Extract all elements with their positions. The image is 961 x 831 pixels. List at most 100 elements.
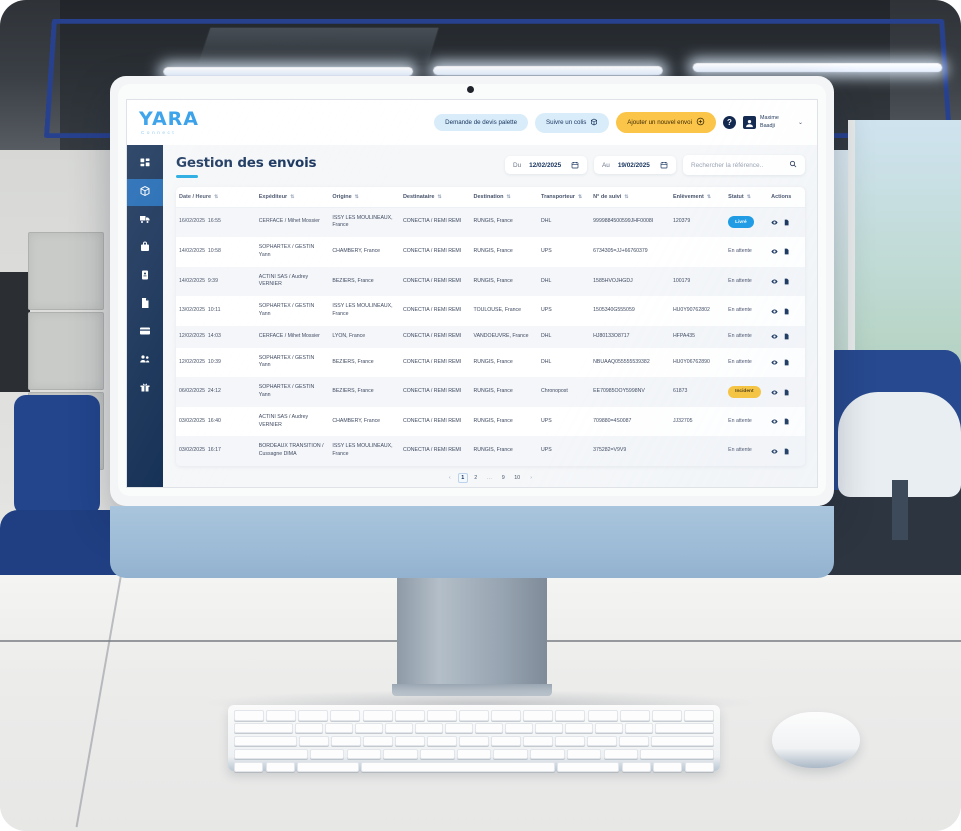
light-tube bbox=[433, 66, 663, 76]
view-icon[interactable] bbox=[771, 248, 778, 255]
pagination-page-2[interactable]: 2 bbox=[474, 475, 478, 482]
document-icon[interactable] bbox=[783, 359, 790, 366]
table-body: 16/02/2025 16:55 CERFACE / Mihet Mossier I… bbox=[176, 207, 805, 467]
pagination-prev[interactable]: ‹ bbox=[448, 475, 451, 482]
cell-date: 14/02/2025 bbox=[179, 277, 205, 284]
search-input[interactable] bbox=[691, 161, 789, 169]
top-bar-actions: Demande de devis palette Suivre un colis… bbox=[434, 112, 803, 133]
document-icon[interactable] bbox=[783, 278, 790, 285]
quote-request-button[interactable]: Demande de devis palette bbox=[434, 114, 529, 131]
sidebar-item-billing[interactable] bbox=[127, 319, 163, 346]
column-header-5[interactable]: Transporteur ⇅ bbox=[538, 186, 591, 208]
sidebar-item-transport[interactable] bbox=[127, 207, 163, 234]
sort-icon[interactable]: ⇅ bbox=[437, 193, 441, 200]
view-icon[interactable] bbox=[771, 333, 778, 340]
table-row[interactable]: 06/02/2025 24:12 SOPHARTEX / GESTIN Yann B… bbox=[176, 377, 805, 407]
cell-time: 16:17 bbox=[207, 447, 221, 454]
date-to-filter[interactable]: Au 19/02/2025 bbox=[594, 156, 676, 174]
help-button[interactable]: ? bbox=[722, 116, 736, 129]
sidebar-item-shipments[interactable] bbox=[127, 179, 163, 206]
table-row[interactable]: 12/02/2025 10:39 SOPHARTEX / GESTIN Yann B… bbox=[176, 347, 805, 378]
column-header-3[interactable]: Destinataire ⇅ bbox=[399, 186, 471, 208]
mouse[interactable] bbox=[772, 712, 860, 768]
column-header-0[interactable]: Date / Heure ⇅ bbox=[176, 186, 256, 208]
cell-destination: RUNGIS, France bbox=[473, 417, 513, 424]
sidebar-item-contacts[interactable] bbox=[127, 263, 163, 290]
cell-actions bbox=[768, 377, 805, 407]
cell-date-time: 03/02/2025 16:40 bbox=[176, 407, 256, 437]
column-header-7[interactable]: Enlèvement ⇅ bbox=[669, 186, 726, 208]
track-parcel-button[interactable]: Suivre un colis bbox=[535, 112, 610, 133]
pagination-page-1[interactable]: 1 bbox=[457, 473, 468, 484]
table-row[interactable]: 03/02/2025 16:17 BORDEAUX TRANSITION / Cu… bbox=[176, 436, 805, 467]
add-shipment-button[interactable]: Ajouter un nouvel envoi bbox=[616, 112, 716, 133]
view-icon[interactable] bbox=[771, 448, 778, 455]
status-text: En attente bbox=[728, 332, 752, 339]
table-row[interactable]: 14/02/2025 10:58 SOPHARTEX / GESTIN Yann C… bbox=[176, 237, 805, 267]
document-icon[interactable] bbox=[783, 389, 790, 396]
sidebar-item-documents[interactable] bbox=[127, 291, 163, 318]
column-header-4[interactable]: Destination ⇅ bbox=[470, 186, 539, 208]
sort-icon[interactable]: ⇅ bbox=[577, 193, 582, 200]
sort-icon[interactable]: ⇅ bbox=[706, 193, 711, 200]
sort-icon[interactable]: ⇅ bbox=[354, 193, 359, 200]
view-icon[interactable] bbox=[771, 389, 778, 396]
cell-origin: BEZIERS, France bbox=[332, 388, 374, 395]
sort-icon[interactable]: ⇅ bbox=[506, 193, 510, 200]
brand-logo[interactable]: YARA Connect bbox=[139, 109, 199, 136]
cell-time: 10:11 bbox=[207, 307, 221, 314]
cell-pickup bbox=[670, 237, 725, 267]
sidebar-item-users[interactable] bbox=[127, 347, 163, 374]
view-icon[interactable] bbox=[771, 418, 778, 425]
document-icon[interactable] bbox=[783, 308, 790, 315]
sort-icon[interactable]: ⇅ bbox=[290, 193, 294, 200]
sort-icon[interactable]: ⇅ bbox=[624, 193, 628, 200]
sidebar-item-dashboard[interactable] bbox=[127, 151, 163, 178]
view-icon[interactable] bbox=[771, 359, 778, 366]
calendar-icon[interactable] bbox=[571, 161, 579, 169]
view-icon[interactable] bbox=[771, 278, 778, 285]
sidebar-item-offers[interactable] bbox=[127, 375, 163, 402]
search-box[interactable] bbox=[683, 155, 805, 175]
table-row[interactable]: 14/02/2025 9:39 ACTINI SAS / Audrey VERNI… bbox=[176, 266, 805, 297]
document-icon[interactable] bbox=[783, 418, 790, 425]
user-name: Maxime Baadji bbox=[759, 115, 779, 129]
document-icon[interactable] bbox=[783, 248, 790, 255]
document-icon[interactable] bbox=[783, 448, 790, 455]
column-header-2[interactable]: Origine ⇅ bbox=[329, 186, 400, 208]
pagination-next[interactable]: › bbox=[530, 475, 533, 482]
cell-recipient: CONECTIA / REMI REMI bbox=[402, 247, 462, 254]
column-header-8[interactable]: Statut ⇅ bbox=[725, 186, 769, 208]
cell-carrier: DHL bbox=[541, 358, 552, 365]
search-icon[interactable] bbox=[789, 160, 797, 170]
document-icon[interactable] bbox=[783, 333, 790, 340]
view-icon[interactable] bbox=[771, 308, 778, 315]
user-menu[interactable]: Maxime Baadji ⌄ bbox=[742, 115, 803, 130]
column-header-6[interactable]: N° de suivi ⇅ bbox=[590, 186, 670, 208]
table-row[interactable]: 13/02/2025 10:11 SOPHARTEX / GESTIN Yann I… bbox=[176, 296, 805, 326]
document-icon[interactable] bbox=[783, 219, 790, 226]
pagination-page-10[interactable]: 10 bbox=[514, 475, 521, 482]
cell-actions bbox=[768, 326, 805, 348]
table-row[interactable]: 03/02/2025 16:40 ACTINI SAS / Audrey VERN… bbox=[176, 406, 805, 437]
cell-pickup: HU0Y90762802 bbox=[672, 307, 710, 314]
table-row[interactable]: 12/02/2025 14:03 CERFACE / Mihet Mossier L… bbox=[176, 325, 805, 348]
column-header-1[interactable]: Expéditeur ⇅ bbox=[255, 186, 330, 208]
date-from-label: Du bbox=[513, 161, 522, 169]
pagination-page-9[interactable]: 9 bbox=[501, 475, 505, 482]
sort-icon[interactable]: ⇅ bbox=[214, 193, 218, 200]
column-header-9: Actions bbox=[768, 186, 805, 208]
sort-icon[interactable]: ⇅ bbox=[746, 193, 751, 200]
date-from-filter[interactable]: Du 12/02/2025 bbox=[505, 156, 587, 174]
cell-actions bbox=[768, 267, 805, 297]
calendar-icon[interactable] bbox=[660, 161, 668, 169]
status-text: En attente bbox=[728, 417, 752, 424]
table-row[interactable]: 16/02/2025 16:55 CERFACE / Mihet Mossier I… bbox=[176, 207, 805, 238]
sidebar-item-warehouse[interactable] bbox=[127, 235, 163, 262]
row-actions bbox=[771, 248, 802, 255]
keyboard[interactable] bbox=[228, 705, 720, 773]
view-icon[interactable] bbox=[771, 219, 778, 226]
status-text: En attente bbox=[728, 358, 752, 365]
chevron-down-icon[interactable]: ⌄ bbox=[797, 120, 803, 126]
light-panel bbox=[198, 27, 439, 64]
